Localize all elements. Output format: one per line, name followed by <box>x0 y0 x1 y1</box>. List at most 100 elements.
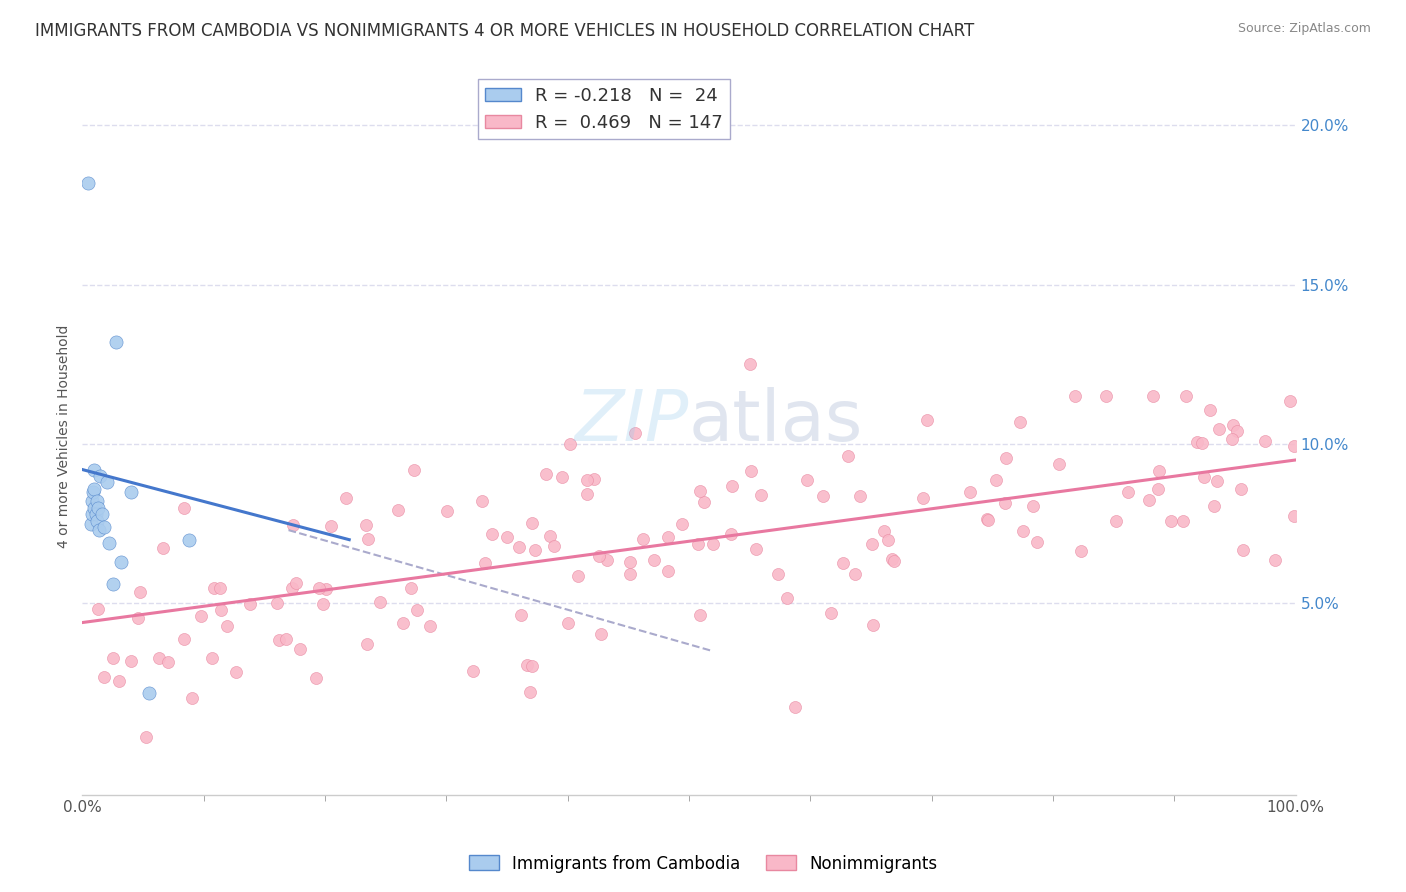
Point <box>288 641 311 656</box>
Point <box>1049 458 1071 472</box>
Point <box>1142 389 1164 403</box>
Point <box>738 357 761 371</box>
Point <box>520 658 543 673</box>
Point <box>567 568 589 582</box>
Point <box>1095 389 1118 403</box>
Point <box>623 426 645 441</box>
Point <box>138 686 160 700</box>
Point <box>657 564 679 578</box>
Point <box>558 437 581 451</box>
Point <box>101 651 124 665</box>
Point <box>495 530 517 544</box>
Point <box>80 494 103 508</box>
Point <box>274 632 297 647</box>
Point <box>84 507 107 521</box>
Point <box>284 576 307 591</box>
Point <box>591 627 613 641</box>
Point <box>976 512 998 526</box>
Point <box>311 597 333 611</box>
Point <box>860 537 883 551</box>
Point <box>87 500 110 515</box>
Point <box>721 478 744 492</box>
Text: IMMIGRANTS FROM CAMBODIA VS NONIMMIGRANTS 4 OR MORE VEHICLES IN HOUSEHOLD CORREL: IMMIGRANTS FROM CAMBODIA VS NONIMMIGRANT… <box>35 22 974 40</box>
Point <box>520 516 543 530</box>
Point <box>208 582 231 596</box>
Point <box>96 475 118 490</box>
Point <box>392 615 415 630</box>
Point <box>1137 492 1160 507</box>
Point <box>657 530 679 544</box>
Point <box>110 555 132 569</box>
Point <box>177 533 200 547</box>
Point <box>550 470 572 484</box>
Point <box>1254 434 1277 449</box>
Point <box>1025 534 1047 549</box>
Point <box>105 334 128 349</box>
Point <box>844 566 866 581</box>
Point <box>509 608 531 623</box>
Point <box>832 557 855 571</box>
Point <box>915 413 938 427</box>
Point <box>93 670 115 684</box>
Point <box>308 581 330 595</box>
Point <box>1010 415 1032 429</box>
Point <box>1116 484 1139 499</box>
Point <box>849 488 872 502</box>
Point <box>357 532 380 546</box>
Point <box>1160 515 1182 529</box>
Point <box>269 633 291 648</box>
Point <box>201 650 224 665</box>
Point <box>768 566 790 581</box>
Point <box>215 618 238 632</box>
Point <box>575 486 598 500</box>
Point <box>1185 435 1208 450</box>
Point <box>986 473 1008 487</box>
Point <box>1230 483 1253 497</box>
Point <box>402 463 425 477</box>
Point <box>83 482 105 496</box>
Point <box>745 541 768 556</box>
Point <box>481 527 503 541</box>
Point <box>538 528 561 542</box>
Point <box>1191 435 1213 450</box>
Point <box>319 519 342 533</box>
Text: ZIP: ZIP <box>575 387 689 456</box>
Point <box>419 619 441 633</box>
Point <box>225 665 247 680</box>
Point <box>80 507 103 521</box>
Point <box>749 488 772 502</box>
Point <box>1220 433 1243 447</box>
Point <box>1222 417 1244 432</box>
Point <box>190 608 212 623</box>
Point <box>474 556 496 570</box>
Point <box>911 491 934 505</box>
Point <box>1279 394 1302 409</box>
Point <box>1232 543 1254 558</box>
Point <box>335 491 357 505</box>
Point <box>173 632 195 647</box>
Point <box>86 514 108 528</box>
Point <box>1070 544 1092 558</box>
Point <box>180 690 202 705</box>
Point <box>471 494 494 508</box>
Point <box>239 597 262 611</box>
Point <box>775 591 797 605</box>
Point <box>129 584 152 599</box>
Point <box>1208 422 1230 436</box>
Point <box>406 603 429 617</box>
Point <box>588 549 610 564</box>
Point <box>90 507 112 521</box>
Point <box>354 517 377 532</box>
Point <box>1264 553 1286 567</box>
Point <box>543 539 565 553</box>
Point <box>86 494 108 508</box>
Point <box>156 655 179 669</box>
Point <box>536 467 558 481</box>
Point <box>93 520 115 534</box>
Point <box>461 665 484 679</box>
Point <box>1199 403 1222 417</box>
Point <box>595 553 617 567</box>
Point <box>689 483 711 498</box>
Point <box>1205 475 1227 489</box>
Point <box>82 484 104 499</box>
